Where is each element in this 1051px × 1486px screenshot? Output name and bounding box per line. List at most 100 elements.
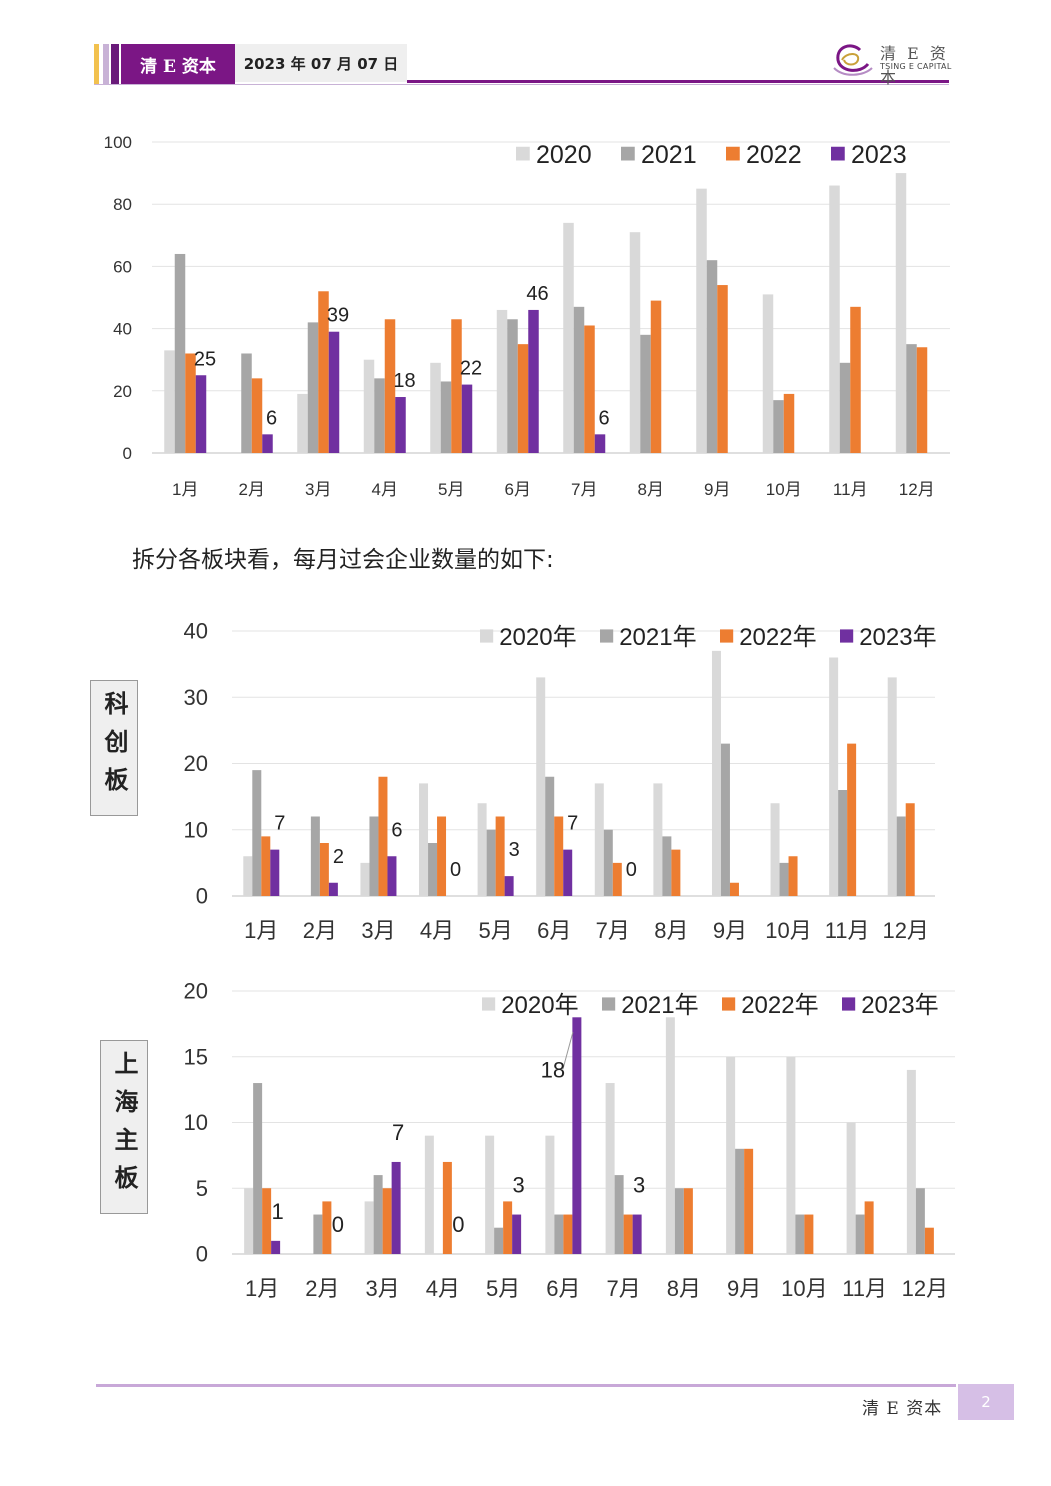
legend-swatch [621,146,635,161]
bar [486,829,496,896]
bar [829,657,839,896]
x-tick-label: 8月 [638,480,664,499]
bar [360,862,370,896]
bar [762,294,774,453]
bar [924,1227,934,1254]
legend-label: 2020年 [501,992,578,1019]
bar [855,1214,865,1254]
bar [850,306,861,453]
header-brand: 清 E 资本 [121,44,235,84]
logo-subtitle: TSING E CAPITAL [880,62,952,71]
x-tick-label: 12月 [902,1276,948,1301]
bar [906,1069,916,1254]
bar [612,862,622,896]
page-number: 2 [958,1384,1014,1420]
bar [428,843,438,896]
data-label: 0 [626,859,637,881]
legend-swatch [516,146,530,161]
bar [384,319,396,453]
bar [495,816,505,896]
x-tick-label: 8月 [654,918,688,943]
x-tick-label: 7月 [571,480,597,499]
bar [440,381,452,453]
data-label: 39 [327,305,349,327]
legend-label: 2022年 [739,624,816,651]
bar [461,384,473,453]
x-tick-label: 1月 [172,480,198,499]
legend-label: 2020年 [499,624,576,651]
bar [391,1161,401,1254]
bar [378,776,388,896]
bar [788,856,798,896]
chart-total: 0 20 40 60 80 100 1月 2月 3月 4月 5月 6月 7月 8月 9月 10月 11月 12月 2… [104,133,950,499]
x-tick-label: 10月 [781,1276,827,1301]
bar [243,856,253,896]
section-label-kechuang-text: 科创板 [100,691,129,805]
header-accent-bar-yellow [94,44,99,84]
x-tick-label: 5月 [479,918,513,943]
bar [363,359,375,453]
legend-label: 2022 [746,141,802,169]
bar [313,1214,323,1254]
header-date: 2023 年 07 月 07 日 [235,44,407,82]
y-tick-label: 20 [184,751,208,776]
legend-swatch [602,997,616,1011]
data-label: 3 [633,1173,645,1198]
bar [437,816,447,896]
bar [671,849,681,896]
legend-label: 2022年 [741,992,818,1019]
data-label: 1 [272,1199,284,1224]
bar [395,397,406,453]
bar [916,347,928,453]
bar [650,300,662,453]
bar [328,882,338,896]
x-tick-label: 3月 [366,1276,400,1301]
legend-swatch [726,146,740,161]
x-tick-label: 10月 [765,918,811,943]
legend-label: 2021年 [619,624,696,651]
y-tick-label: 0 [196,884,208,909]
data-label: 22 [460,358,482,380]
bar [735,1148,745,1254]
bar [773,400,784,453]
x-tick-label: 3月 [361,918,395,943]
y-tick-label: 0 [123,444,132,463]
data-label: 2 [333,846,344,868]
legend-swatch [480,629,494,643]
section-label-kechuang: 科创板 [90,680,138,816]
header-accent-bar-lilac [103,44,109,84]
bar [251,378,263,453]
y-tick-label: 30 [184,685,208,710]
bar [839,362,851,453]
bar [382,1188,392,1254]
bar [864,1201,874,1254]
bar [545,1135,555,1254]
legend-swatch [720,629,734,643]
data-label: 7 [274,813,285,835]
bar [640,334,651,453]
bar [319,843,329,896]
bar [786,1056,796,1254]
x-tick-label: 12月 [882,918,928,943]
bar [563,222,574,453]
x-tick-label: 10月 [766,480,802,499]
bar [262,1188,272,1254]
data-label: 6 [391,819,402,841]
data-label: 18 [393,370,415,392]
bar [253,1083,263,1254]
y-tick-label: 15 [184,1044,208,1069]
bar [424,1135,434,1254]
bar [244,1188,254,1254]
bar [494,1227,504,1254]
bar [779,862,789,896]
bar [503,1201,513,1254]
bar [729,882,739,896]
bar [517,344,529,453]
bar [554,816,564,896]
bar [387,856,397,896]
bar [711,650,721,896]
legend-swatch [842,997,856,1011]
y-tick-label: 5 [196,1176,208,1201]
bar [270,849,280,896]
bar [536,677,546,896]
